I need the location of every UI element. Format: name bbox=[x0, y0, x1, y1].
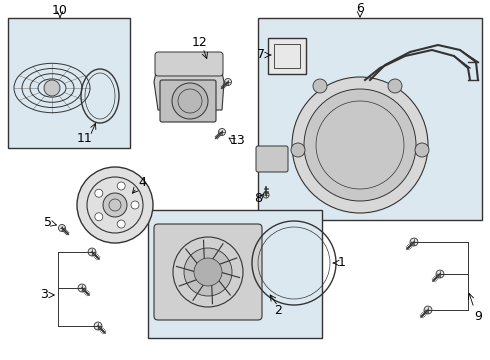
Circle shape bbox=[219, 129, 225, 135]
Circle shape bbox=[194, 258, 222, 286]
Bar bbox=[8, 18, 130, 148]
Text: 13: 13 bbox=[230, 134, 246, 147]
FancyBboxPatch shape bbox=[160, 80, 216, 122]
Text: 11: 11 bbox=[77, 131, 93, 144]
Polygon shape bbox=[154, 62, 224, 110]
Circle shape bbox=[410, 238, 418, 246]
Text: 3: 3 bbox=[40, 288, 48, 302]
Circle shape bbox=[58, 225, 66, 231]
Circle shape bbox=[172, 83, 208, 119]
Circle shape bbox=[95, 189, 103, 197]
Circle shape bbox=[78, 284, 86, 292]
FancyBboxPatch shape bbox=[256, 146, 288, 172]
Circle shape bbox=[263, 192, 269, 198]
FancyBboxPatch shape bbox=[155, 52, 223, 76]
Circle shape bbox=[292, 77, 428, 213]
Circle shape bbox=[291, 143, 305, 157]
Text: 6: 6 bbox=[356, 3, 364, 15]
Text: 9: 9 bbox=[474, 310, 482, 323]
Circle shape bbox=[77, 167, 153, 243]
Bar bbox=[268, 38, 306, 74]
Bar bbox=[258, 18, 482, 220]
Circle shape bbox=[313, 79, 327, 93]
Circle shape bbox=[224, 78, 231, 86]
Circle shape bbox=[117, 182, 125, 190]
Bar bbox=[274, 44, 300, 68]
Text: 12: 12 bbox=[192, 36, 208, 49]
Text: 10: 10 bbox=[52, 4, 68, 17]
Circle shape bbox=[95, 213, 103, 221]
Circle shape bbox=[117, 220, 125, 228]
Circle shape bbox=[424, 306, 432, 314]
Text: 2: 2 bbox=[274, 303, 282, 316]
Circle shape bbox=[388, 79, 402, 93]
Bar bbox=[148, 210, 322, 338]
Circle shape bbox=[131, 201, 139, 209]
Text: 8: 8 bbox=[254, 192, 262, 204]
Text: 4: 4 bbox=[138, 176, 146, 189]
Circle shape bbox=[88, 248, 96, 256]
FancyBboxPatch shape bbox=[154, 224, 262, 320]
Circle shape bbox=[103, 193, 127, 217]
Circle shape bbox=[44, 80, 60, 96]
Circle shape bbox=[436, 270, 444, 278]
Circle shape bbox=[94, 322, 102, 330]
Circle shape bbox=[304, 89, 416, 201]
Text: 5: 5 bbox=[44, 216, 52, 229]
Circle shape bbox=[184, 248, 232, 296]
Circle shape bbox=[415, 143, 429, 157]
Text: 1: 1 bbox=[338, 256, 346, 270]
Text: 7: 7 bbox=[257, 49, 265, 62]
